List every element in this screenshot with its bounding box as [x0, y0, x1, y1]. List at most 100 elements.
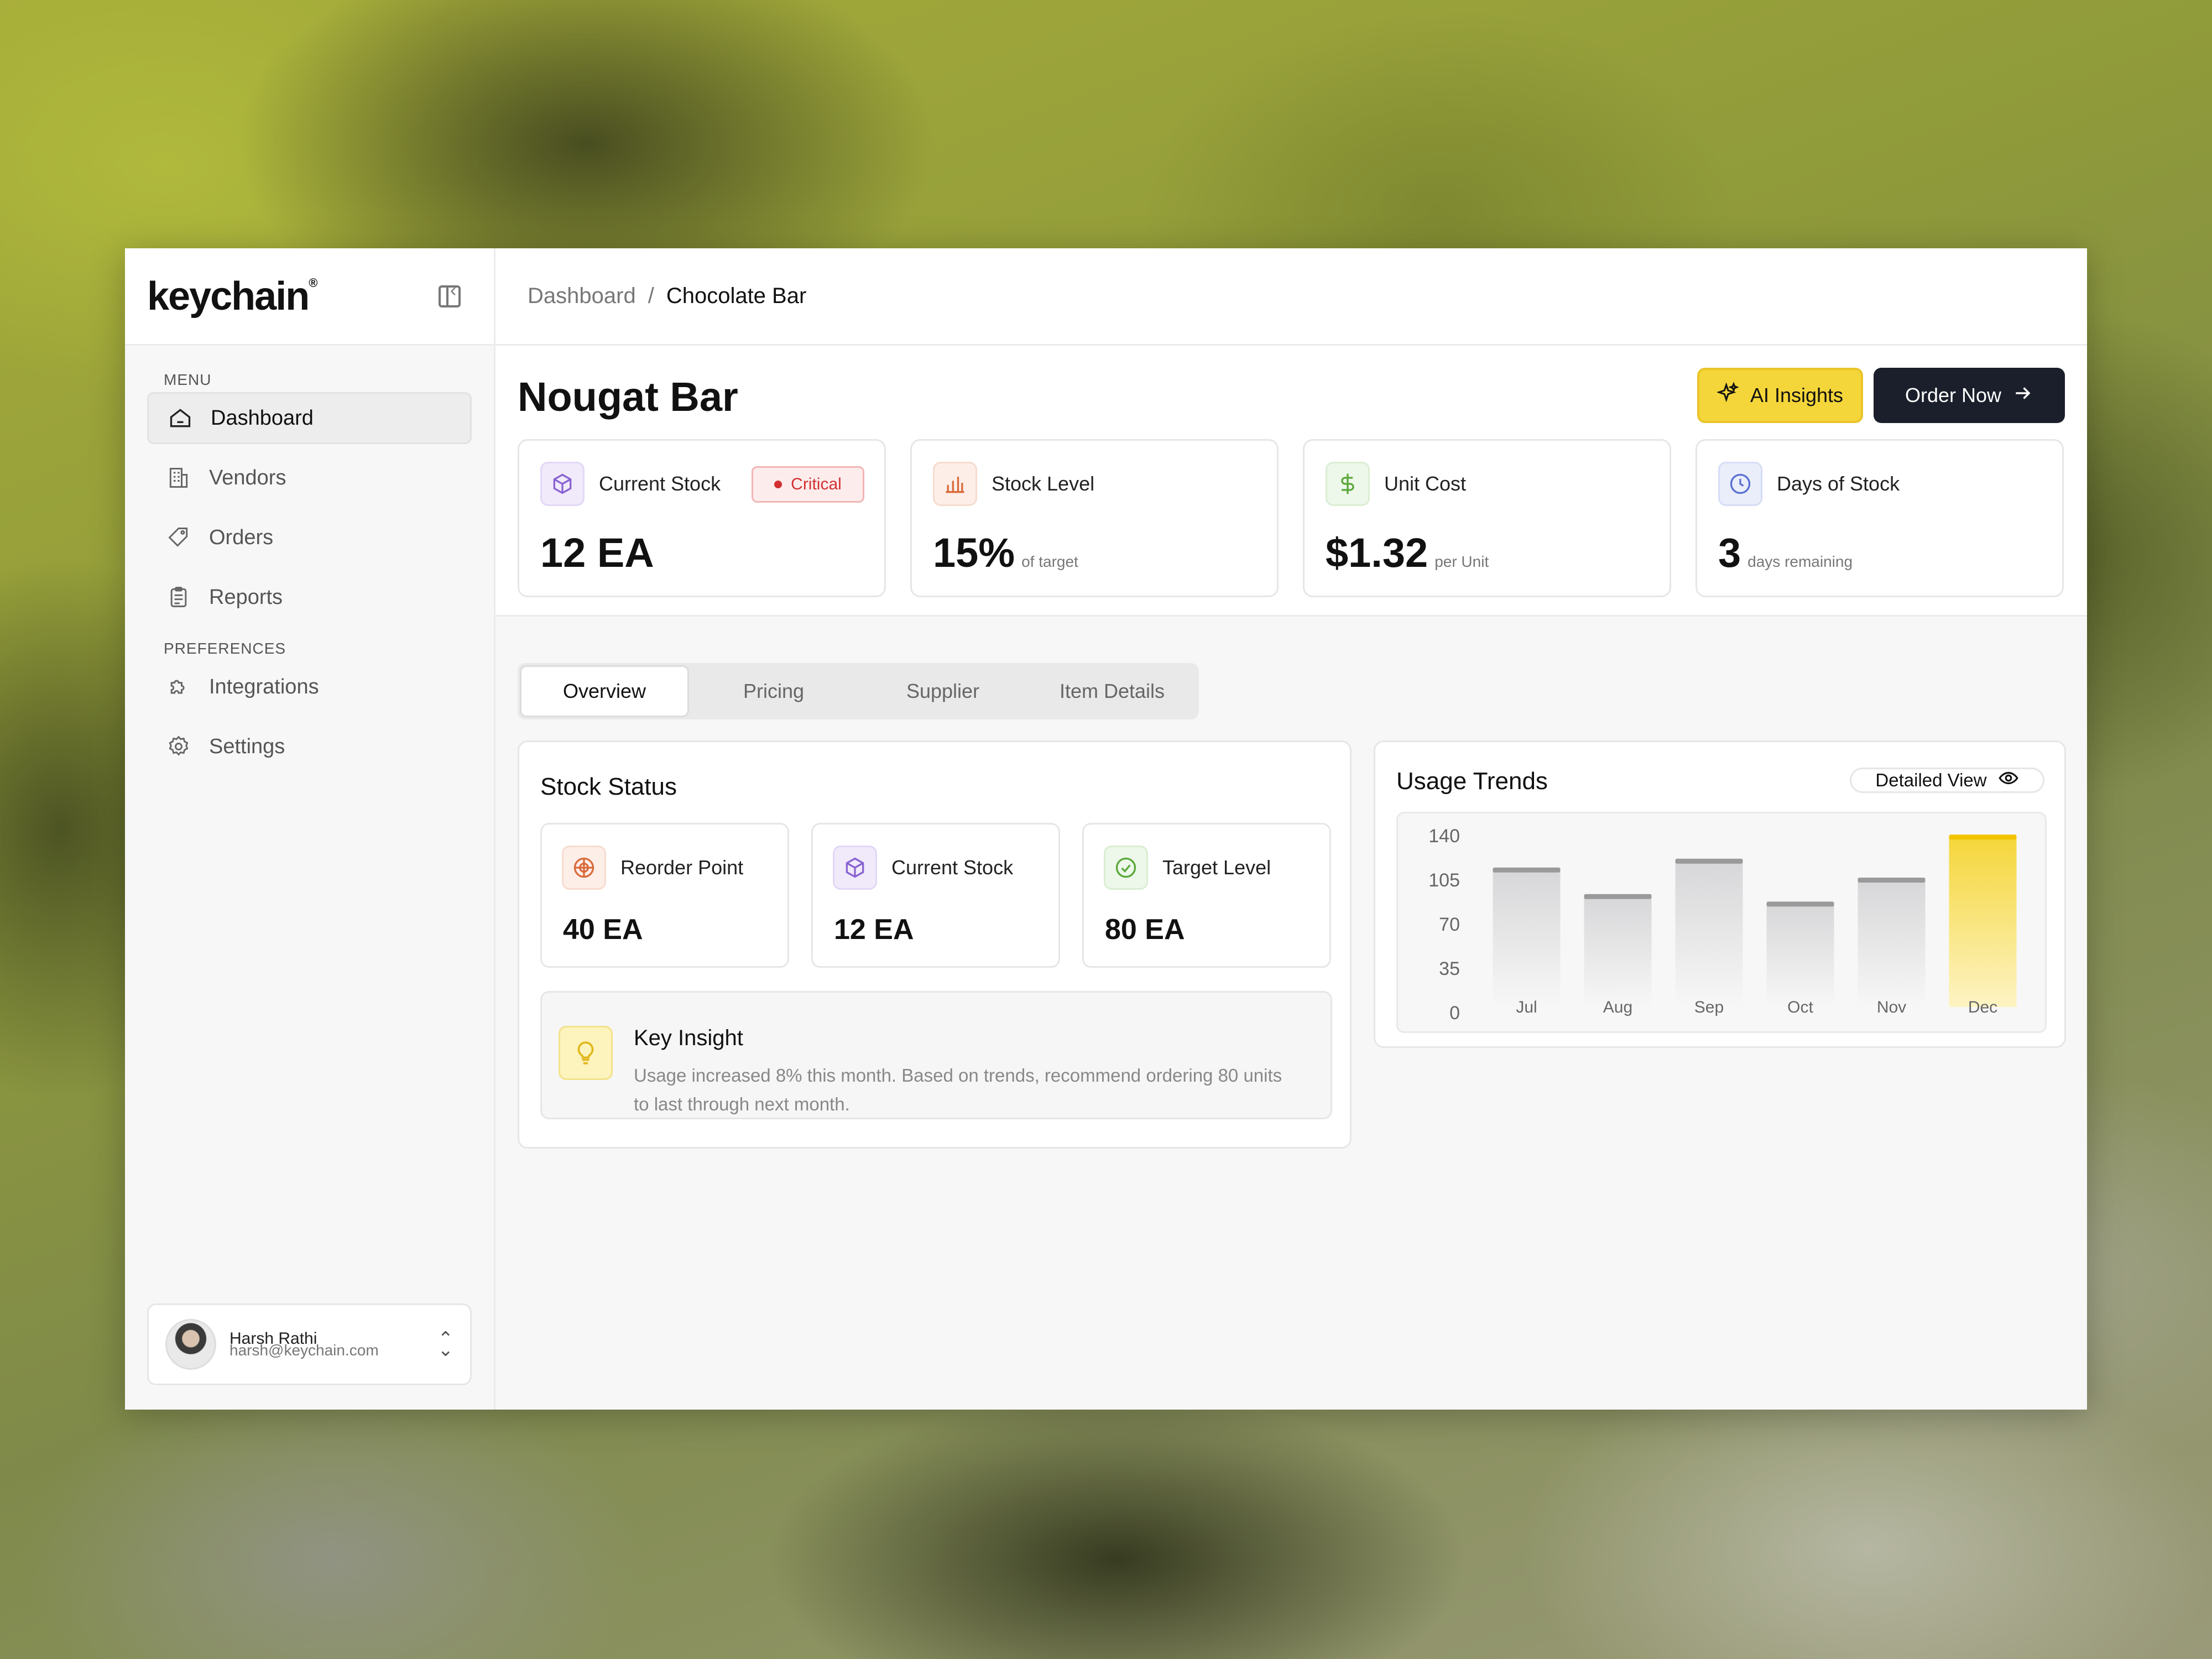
sidebar: keychain® MENU Dashboard Vendors Orders — [125, 248, 495, 1410]
tab-item-details[interactable]: Item Details — [1059, 680, 1165, 702]
detailed-view-button[interactable]: Detailed View — [1850, 768, 2044, 793]
sidebar-item-reports[interactable]: Reports — [147, 571, 472, 623]
clipboard-icon — [166, 585, 191, 610]
sidebar-item-orders[interactable]: Orders — [147, 512, 472, 564]
tab-supplier[interactable]: Supplier — [906, 680, 980, 702]
badge-label: Critical — [791, 475, 842, 493]
usage-chart: 0 35 70 105 140 Jul Aug Sep Oct Nov Dec — [1396, 812, 2047, 1033]
stat-value: $1.32 — [1326, 530, 1428, 576]
tab-overview[interactable]: Overview — [520, 665, 690, 717]
bar-oct[interactable] — [1766, 904, 1834, 1007]
ai-insights-button[interactable]: AI Insights — [1697, 368, 1863, 423]
usage-trends-title: Usage Trends — [1396, 768, 1548, 795]
bar-sep[interactable] — [1675, 860, 1743, 1007]
stat-label: Stock Level — [992, 472, 1095, 495]
sidebar-item-integrations[interactable]: Integrations — [147, 661, 472, 713]
chevron-up-down-icon[interactable]: ⌃ ⌄ — [437, 1328, 454, 1360]
sidebar-item-vendors[interactable]: Vendors — [147, 452, 472, 504]
x-tick-label: Jul — [1516, 998, 1537, 1016]
current-stock-card: Current Stock 12 EA — [811, 823, 1060, 968]
stat-value: 3 — [1718, 530, 1741, 576]
dollar-icon — [1326, 462, 1370, 506]
sidebar-item-label: Reports — [209, 585, 283, 609]
x-tick-label: Sep — [1694, 998, 1724, 1016]
bar-chart-icon — [933, 462, 977, 506]
x-tick-label: Oct — [1787, 998, 1813, 1016]
y-tick-label: 140 — [1428, 826, 1460, 847]
x-tick-label: Aug — [1603, 998, 1632, 1016]
tag-icon — [166, 525, 191, 550]
order-now-label: Order Now — [1905, 384, 2002, 406]
card-label: Reorder Point — [620, 856, 744, 879]
tab-bar: Overview Pricing Supplier Item Details — [518, 663, 1199, 719]
x-tick-label: Nov — [1877, 998, 1906, 1016]
bar-jul[interactable] — [1493, 869, 1561, 1007]
breadcrumb-root[interactable]: Dashboard — [528, 284, 636, 308]
key-insight-box: Key Insight Usage increased 8% this mont… — [540, 991, 1332, 1119]
y-tick-label: 70 — [1439, 914, 1460, 935]
breadcrumb: Dashboard / Chocolate Bar — [495, 248, 2087, 346]
bar-cap-oct — [1766, 901, 1834, 907]
arrow-right-icon — [2012, 383, 2033, 409]
main-content: Dashboard / Chocolate Bar Nougat Bar AI … — [495, 248, 2087, 1410]
tab-pricing[interactable]: Pricing — [743, 680, 805, 702]
sidebar-item-label: Settings — [209, 734, 285, 758]
stat-value: 15% — [933, 530, 1015, 576]
stat-label: Unit Cost — [1384, 472, 1467, 495]
target-level-card: Target Level 80 EA — [1082, 823, 1331, 968]
sidebar-item-dashboard[interactable]: Dashboard — [147, 392, 472, 444]
bar-aug[interactable] — [1584, 896, 1652, 1007]
sidebar-item-label: Vendors — [209, 466, 286, 489]
app-logo[interactable]: keychain® — [147, 274, 317, 319]
box-icon — [833, 846, 877, 890]
eye-icon — [1998, 768, 2019, 793]
puzzle-icon — [166, 674, 191, 700]
stat-card-current-stock: Current Stock Critical 12 EA — [518, 439, 886, 597]
clock-icon — [1718, 462, 1762, 506]
sidebar-item-label: Dashboard — [211, 406, 314, 430]
building-icon — [166, 465, 191, 491]
user-account-switcher[interactable]: Harsh Rathi harsh@keychain.com ⌃ ⌄ — [147, 1303, 472, 1385]
stat-suffix: per Unit — [1434, 553, 1489, 570]
stat-suffix: days remaining — [1747, 553, 1853, 570]
menu-section-label: MENU — [164, 371, 212, 388]
bar-dec[interactable] — [1949, 837, 2017, 1007]
sidebar-collapse-icon[interactable] — [439, 280, 461, 307]
breadcrumb-separator: / — [648, 284, 654, 308]
item-header: Nougat Bar AI Insights Order Now — [495, 346, 2087, 617]
stat-label: Days of Stock — [1777, 472, 1900, 495]
bar-cap-aug — [1584, 894, 1652, 899]
bar-cap-sep — [1675, 858, 1743, 864]
status-badge-critical: Critical — [752, 466, 864, 503]
preferences-section-label: PREFERENCES — [164, 640, 286, 657]
usage-bar-chart: 0 35 70 105 140 Jul Aug Sep Oct Nov Dec — [1428, 826, 2017, 1024]
avatar — [165, 1319, 216, 1370]
y-tick-label: 35 — [1439, 958, 1460, 979]
y-tick-label: 0 — [1449, 1003, 1460, 1024]
x-tick-label: Dec — [1968, 998, 1997, 1016]
detailed-view-label: Detailed View — [1875, 770, 1987, 790]
stat-card-stock-level: Stock Level 15% of target — [910, 439, 1279, 597]
card-value: 40 EA — [563, 914, 643, 946]
sparkle-icon — [1716, 381, 1739, 409]
stock-status-panel: Stock Status Reorder Point 40 EA Current… — [518, 740, 1352, 1149]
card-label: Target Level — [1162, 856, 1271, 879]
order-now-button[interactable]: Order Now — [1874, 368, 2065, 423]
badge-dot-icon — [774, 481, 782, 488]
bar-nov[interactable] — [1858, 880, 1926, 1007]
sidebar-item-label: Integrations — [209, 675, 319, 698]
target-icon — [562, 846, 606, 890]
bar-cap-dec — [1949, 834, 2017, 840]
box-icon — [540, 462, 585, 506]
sidebar-item-settings[interactable]: Settings — [147, 721, 472, 773]
breadcrumb-current: Chocolate Bar — [666, 284, 807, 308]
bar-cap-jul — [1493, 867, 1561, 873]
lightbulb-icon — [559, 1026, 613, 1080]
user-text: Harsh Rathi harsh@keychain.com — [229, 1331, 379, 1358]
stat-label: Current Stock — [599, 472, 721, 495]
stat-suffix: of target — [1021, 553, 1078, 570]
page-title: Nougat Bar — [518, 374, 738, 420]
card-value: 80 EA — [1105, 914, 1185, 946]
stat-value: 12 EA — [540, 530, 654, 576]
bar-cap-nov — [1858, 878, 1926, 883]
